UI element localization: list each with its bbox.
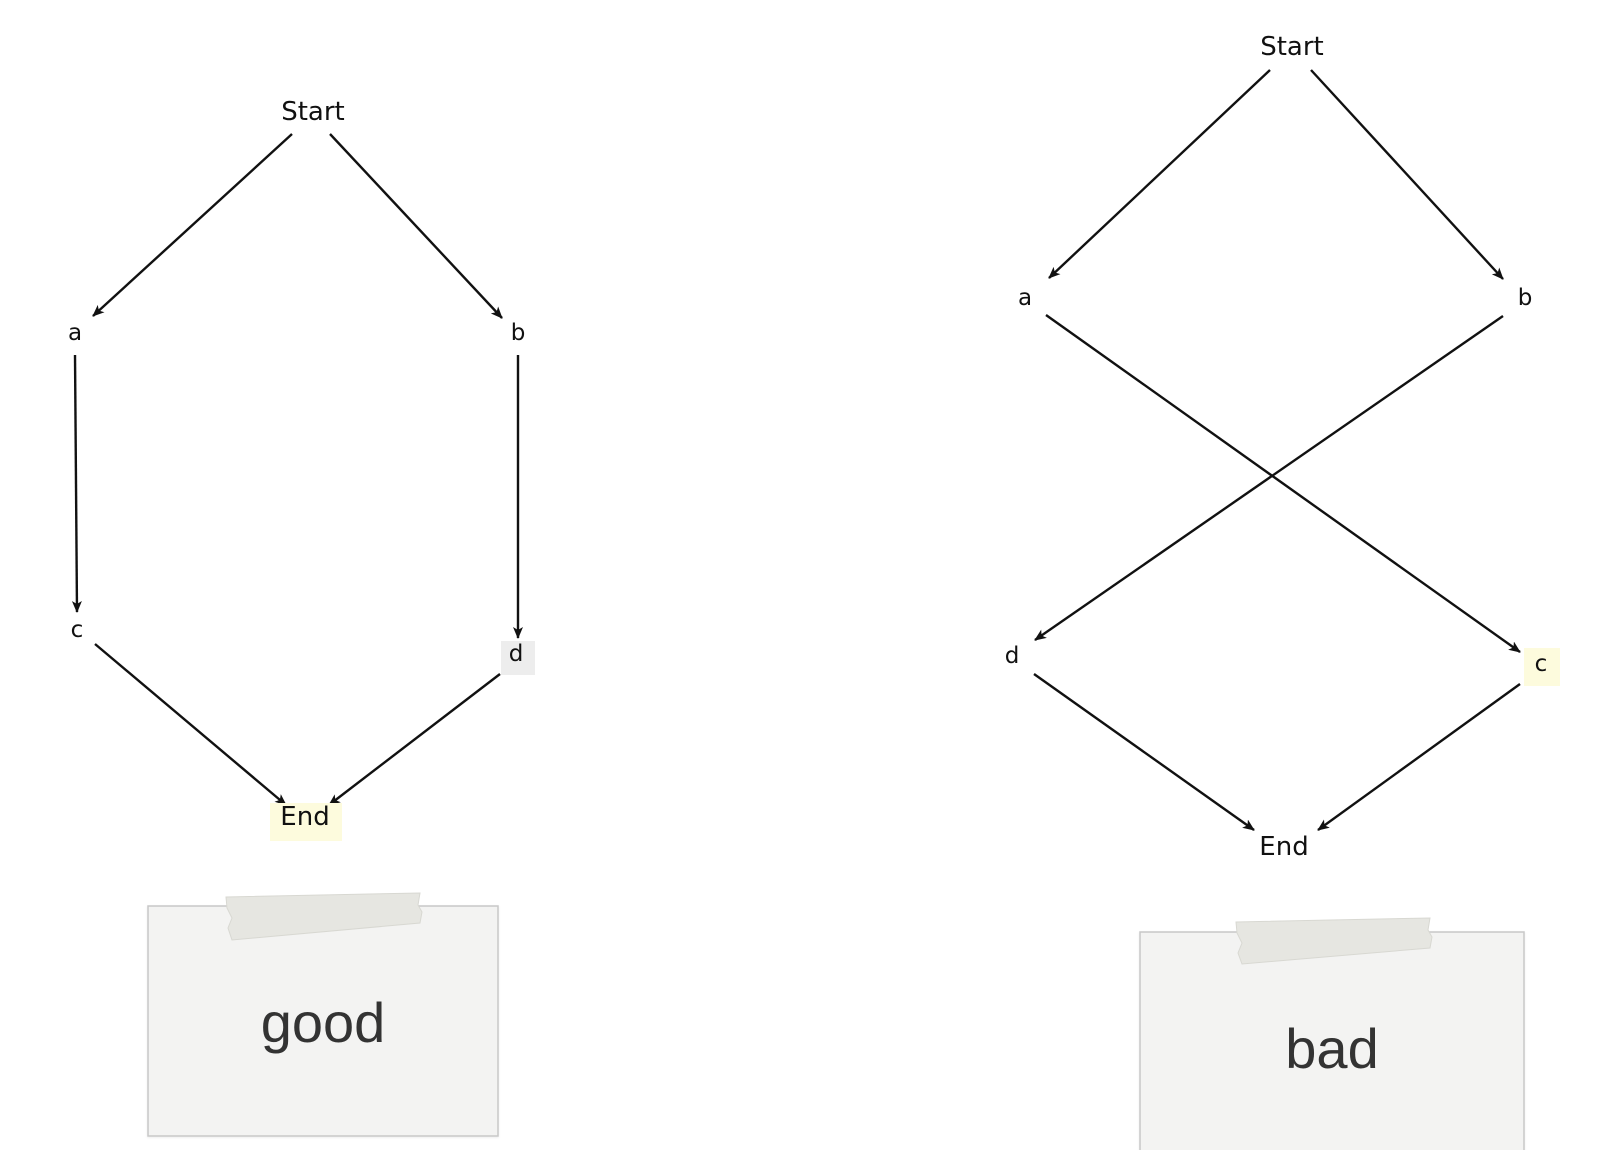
good-node-d-highlight <box>501 641 535 675</box>
bad-node-a: a <box>1018 285 1032 311</box>
bad-node-end-label: End <box>1259 832 1308 862</box>
good-card-paper <box>147 905 499 1137</box>
bad-node-d-label: d <box>1005 643 1020 669</box>
bad-node-c-highlight <box>1524 648 1560 686</box>
bad-node-b: b <box>1518 285 1533 311</box>
good-edge-d-to-end <box>328 673 501 806</box>
bad-node-b-label: b <box>1518 285 1533 311</box>
bad-edge-start-to-a <box>1048 69 1271 279</box>
good-edge-c-to-end <box>94 643 287 806</box>
bad-node-c-label: c <box>1535 651 1548 677</box>
good-node-a: a <box>68 320 82 346</box>
bad-flow-diagram: Start a b d c End bad <box>1005 32 1560 1150</box>
bad-diagram-edges <box>1033 69 1521 831</box>
bad-node-start: Start <box>1260 32 1324 62</box>
bad-edge-start-to-b <box>1310 69 1504 280</box>
bad-diagram-nodes: Start a b d c End <box>1005 32 1560 862</box>
bad-card-paper <box>1139 931 1525 1150</box>
good-node-start-label: Start <box>281 97 345 127</box>
bad-edge-c-to-end <box>1317 683 1521 831</box>
bad-edge-d-to-end <box>1033 673 1255 831</box>
good-diagram-edges <box>71 133 523 806</box>
bad-node-end: End <box>1259 832 1308 862</box>
good-node-start: Start <box>281 97 345 127</box>
bad-edge-a-to-c <box>1045 314 1521 653</box>
good-card-label: good <box>261 991 386 1054</box>
bad-edge-b-to-d <box>1034 315 1504 641</box>
good-node-d-label: d <box>509 641 524 667</box>
good-node-a-label: a <box>68 320 82 346</box>
bad-node-c: c <box>1524 648 1560 686</box>
bad-node-d: d <box>1005 643 1020 669</box>
good-node-end: End <box>270 802 342 841</box>
good-node-d: d <box>501 641 535 675</box>
good-card-tape-icon <box>225 892 423 941</box>
good-edge-start-to-a <box>92 133 293 317</box>
bad-card: bad <box>1139 917 1525 1150</box>
bad-card-tape-icon <box>1235 917 1433 965</box>
good-node-b: b <box>511 320 526 346</box>
good-card: good <box>147 892 499 1137</box>
bad-node-a-label: a <box>1018 285 1032 311</box>
good-diagram-nodes: Start a b c d End <box>68 97 535 841</box>
good-node-end-label: End <box>280 802 329 832</box>
good-node-c-label: c <box>71 617 84 643</box>
good-edge-start-to-b <box>329 133 503 319</box>
bad-card-label: bad <box>1285 1017 1378 1080</box>
good-node-end-highlight <box>270 803 342 841</box>
good-node-c: c <box>71 617 84 643</box>
good-edge-a-to-c <box>71 354 82 613</box>
bad-node-start-label: Start <box>1260 32 1324 62</box>
good-node-b-label: b <box>511 320 526 346</box>
good-flow-diagram: Start a b c d End good <box>68 97 535 1137</box>
